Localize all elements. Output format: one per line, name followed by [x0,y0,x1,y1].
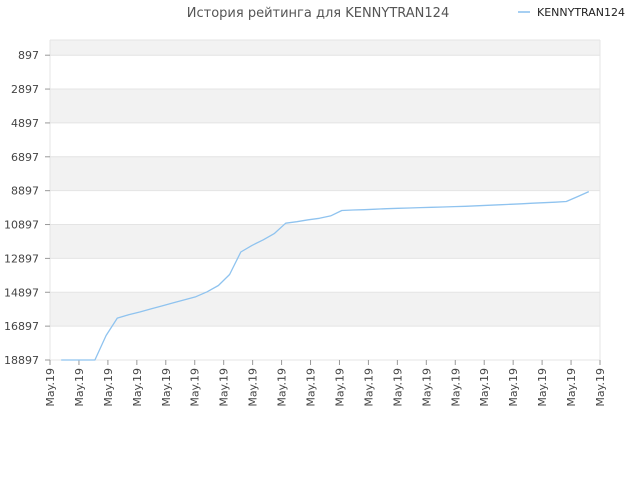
y-tick-label: 897 [18,49,39,62]
plot-band [50,122,600,157]
x-tick-label: May.19 [218,368,231,407]
x-tick-label: May.19 [160,368,173,407]
plot-bands [50,40,600,360]
plot-band [50,258,600,293]
y-axis: 897 2897 4897 6897 8897 10897 12897 14897 16897 1… [4,49,50,367]
y-tick-label: 12897 [4,252,39,265]
x-tick-label: May.19 [44,368,57,407]
x-tick-label: May.19 [565,368,578,407]
x-tick-label: May.19 [420,368,433,407]
y-tick-label: 4897 [11,117,39,130]
x-tick-label: May.19 [73,368,86,407]
legend-label: KENNYTRAN124 [537,6,625,19]
x-tick-label: May.19 [478,368,491,407]
x-tick-label: May.19 [305,368,318,407]
y-tick-label: 2897 [11,83,39,96]
plot-band [50,55,600,90]
plot-band [50,190,600,225]
plot-band [50,326,600,360]
chart-title: История рейтинга для KENNYTRAN124 [187,6,449,21]
x-tick-label: May.19 [333,368,346,407]
x-tick-label: May.19 [189,368,202,407]
plot-band [50,224,600,259]
series-line [61,191,590,361]
x-tick-label: May.19 [131,368,144,407]
plot-band [50,292,600,327]
x-tick-label: May.19 [247,368,260,407]
series-lines [61,191,590,361]
plot-band [50,156,600,191]
y-tick-label: 6897 [11,151,39,164]
plot-band [50,89,600,123]
y-tick-label: 8897 [11,185,39,198]
x-tick-label: May.19 [449,368,462,407]
x-tick-label: May.19 [507,368,520,407]
legend: KENNYTRAN124 [518,6,625,19]
x-tick-label: May.19 [536,368,549,407]
y-tick-label: 10897 [4,219,39,232]
x-axis: May.19 May.19 May.19 May.19 May.19 May.19 May.… [44,360,607,407]
x-tick-label: May.19 [391,368,404,407]
x-tick-label: May.19 [362,368,375,407]
y-tick-label: 16897 [4,320,39,333]
x-tick-label: May.19 [102,368,115,407]
y-tick-label: 14897 [4,286,39,299]
x-tick-label: May.19 [276,368,289,407]
grid-lines [49,39,601,361]
x-tick-label: May.19 [594,368,607,407]
y-tick-label: 18897 [4,354,39,367]
plot-band [50,40,600,56]
